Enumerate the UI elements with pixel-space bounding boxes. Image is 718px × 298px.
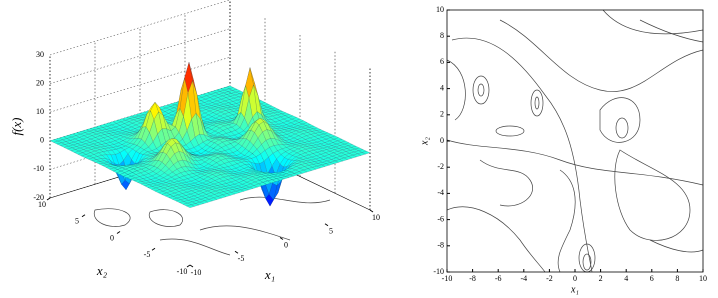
y-tick-label: 2	[440, 110, 444, 119]
y-tick-label: -6	[437, 214, 444, 223]
x-tick-label: 0	[284, 240, 288, 249]
contour-line	[446, 206, 546, 273]
surface-facet	[186, 204, 195, 208]
contour-line	[615, 117, 629, 139]
x-tick-label: 6	[650, 274, 654, 283]
y-tick	[151, 247, 156, 251]
x-tick-label: -4	[520, 274, 527, 283]
y-tick-label: 10	[436, 5, 444, 14]
floor-contour	[148, 209, 183, 227]
contour-line	[578, 243, 596, 273]
contour-line	[479, 159, 533, 207]
x-tick-label: -10	[191, 268, 202, 277]
contour-line	[477, 83, 485, 97]
x-tick-label: -6	[495, 274, 502, 283]
contour-line	[614, 149, 691, 241]
contour-lines	[446, 9, 704, 273]
contour-line	[557, 169, 576, 273]
x-tick-label: 10	[699, 274, 707, 283]
floor-contour	[159, 238, 231, 256]
y-tick-label: 0	[440, 136, 444, 145]
x-axis-label: x₁	[570, 284, 579, 295]
contour-line	[602, 9, 704, 35]
y-tick-label: 6	[440, 57, 444, 66]
floor-contour	[239, 196, 331, 204]
y-tick	[46, 197, 51, 201]
contour-line	[530, 89, 544, 117]
x-tick-label: -5	[238, 254, 245, 263]
z-tick-label: 30	[36, 50, 44, 59]
z-tick-label: 10	[36, 107, 44, 116]
z-tick-label: -20	[33, 193, 44, 202]
contour-line	[446, 59, 466, 121]
contour-line	[649, 239, 704, 253]
y-tick-label: 0	[110, 233, 114, 242]
y-tick-label: 10	[38, 200, 46, 209]
y-tick-label: 8	[440, 31, 444, 40]
x-tick-label: -10	[442, 274, 453, 283]
y-tick-label: 5	[75, 217, 79, 226]
contour-line	[582, 253, 592, 271]
y-tick-label: -4	[437, 188, 444, 197]
y-tick-label: -5	[144, 250, 151, 259]
y-axis-label: x₂	[96, 263, 108, 278]
x-axis-label: x₁	[264, 267, 275, 282]
x-tick-label: 0	[573, 274, 577, 283]
y-tick-label: -10	[433, 267, 444, 276]
x-tick-label: 5	[329, 227, 333, 236]
x-tick-label: 8	[675, 274, 679, 283]
surface	[49, 62, 371, 208]
contour-line	[599, 97, 641, 143]
floor-contours	[93, 196, 331, 256]
x-tick	[279, 237, 284, 240]
y-tick	[116, 231, 121, 234]
z-axis-label: f(x)	[9, 117, 24, 135]
x-tick	[369, 209, 374, 213]
contour-line	[451, 37, 593, 273]
y-tick-label: -10	[177, 267, 188, 276]
y-axis-label: x₂	[419, 137, 430, 146]
y-tick	[186, 264, 191, 268]
contour-line	[534, 96, 540, 110]
contour-line	[446, 139, 704, 186]
y-tick-label: 4	[440, 83, 444, 92]
x-tick	[234, 250, 239, 254]
contour-line	[495, 125, 525, 137]
x-tick-label: 2	[599, 274, 603, 283]
x-tick-label: -2	[546, 274, 553, 283]
plot-frame	[446, 9, 704, 273]
x-tick-label: 10	[372, 213, 380, 222]
z-tick-label: 20	[36, 78, 44, 87]
x-tick-label: 4	[624, 274, 628, 283]
y-tick-label: -2	[437, 162, 444, 171]
x-tick	[324, 223, 329, 227]
z-tick-label: -10	[33, 164, 44, 173]
floor-contour	[199, 225, 291, 241]
y-tick-label: -8	[437, 241, 444, 250]
contour-line	[472, 75, 490, 105]
z-tick-label: 0	[40, 136, 44, 145]
contour-line	[499, 19, 704, 92]
floor-contour	[93, 208, 131, 227]
x-tick-label: -8	[469, 274, 476, 283]
x-tick	[189, 264, 194, 268]
contour-line	[639, 19, 704, 43]
y-tick	[81, 214, 86, 218]
